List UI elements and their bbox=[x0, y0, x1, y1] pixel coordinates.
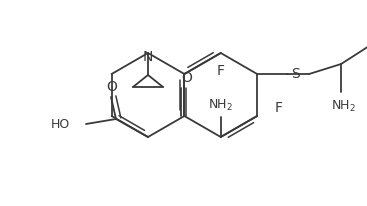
Text: N: N bbox=[143, 50, 153, 64]
Text: NH$_2$: NH$_2$ bbox=[331, 98, 356, 114]
Text: O: O bbox=[106, 80, 117, 94]
Text: HO: HO bbox=[51, 117, 70, 130]
Text: NH$_2$: NH$_2$ bbox=[208, 97, 233, 112]
Text: F: F bbox=[217, 64, 225, 78]
Text: F: F bbox=[275, 101, 283, 115]
Text: O: O bbox=[181, 71, 192, 85]
Text: S: S bbox=[291, 67, 299, 81]
